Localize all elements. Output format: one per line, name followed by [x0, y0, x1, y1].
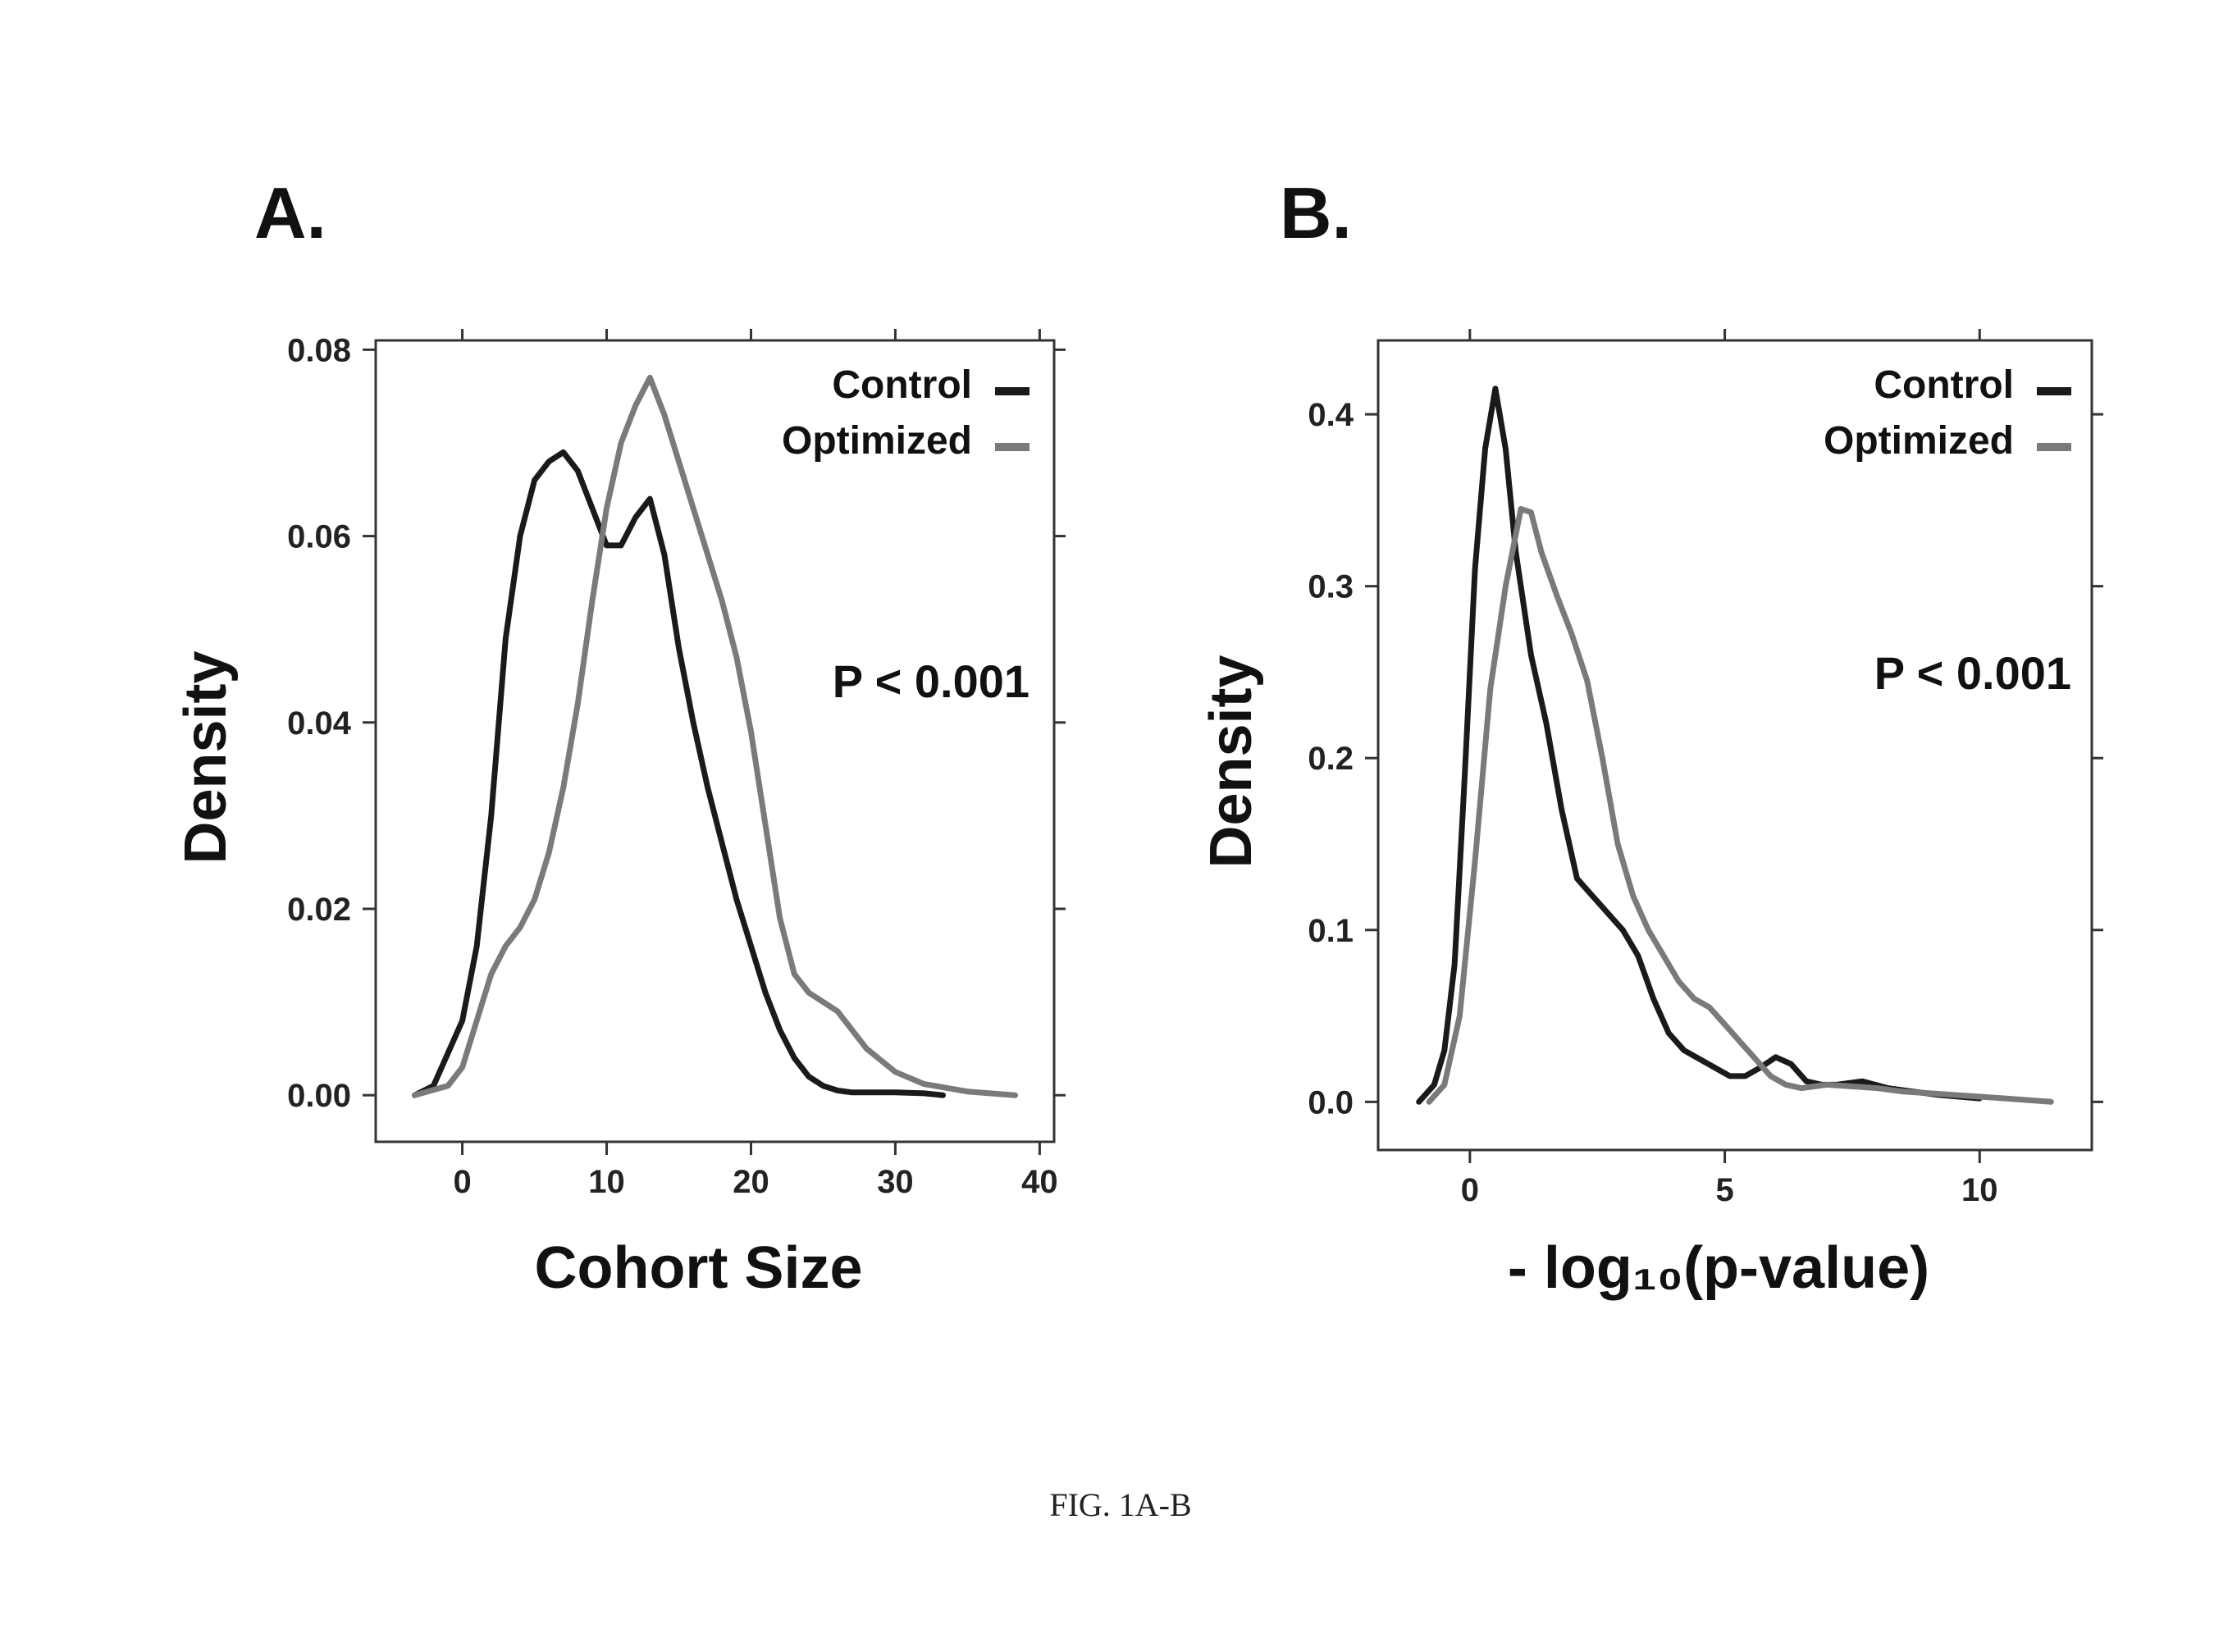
- legend-label: Control: [1874, 363, 2014, 407]
- chart-a: A. 0 10 20 30 40 0.00 0.02 0.04 0.06 0.08 Cohort Si…: [173, 172, 1066, 1301]
- y-tick-label: 0.08: [287, 332, 351, 368]
- x-tick-label: 0: [1461, 1172, 1479, 1208]
- y-tick-label: 0.2: [1308, 741, 1354, 777]
- plot-frame: [1376, 339, 2093, 1152]
- figure-caption: FIG. 1A-B: [1049, 1486, 1191, 1523]
- x-tick-label: 0: [453, 1164, 471, 1200]
- x-tick-label: 5: [1715, 1172, 1733, 1208]
- y-tick-label: 0.00: [287, 1078, 351, 1114]
- y-tick-label: 0.1: [1308, 913, 1354, 949]
- panel-label: B.: [1280, 172, 1352, 253]
- y-tick-label: 0.06: [287, 519, 351, 555]
- y-tick-label: 0.3: [1308, 569, 1354, 605]
- legend-label: Optimized: [782, 419, 972, 463]
- p-value-annotation: P < 0.001: [833, 655, 1029, 707]
- series-line-optimized: [412, 374, 1018, 1098]
- legend-label: Optimized: [1824, 419, 2014, 463]
- y-tick-label: 0.4: [1308, 397, 1354, 433]
- x-tick-label: 10: [1961, 1172, 1998, 1208]
- y-tick-label: 0.04: [287, 705, 352, 742]
- series-line-optimized: [1426, 505, 2054, 1105]
- panel-label: A.: [254, 172, 326, 253]
- y-tick-label: 0.02: [287, 892, 351, 928]
- x-axis-title: Cohort Size: [534, 1235, 862, 1301]
- y-tick-label: 0.0: [1308, 1084, 1354, 1120]
- y-axis-title: Density: [1198, 655, 1264, 868]
- legend-label: Control: [832, 363, 972, 407]
- x-tick-label: 30: [877, 1164, 914, 1200]
- plot-frame: [374, 339, 1056, 1143]
- chart-b: B. 0 5 10 0.0 0.1 0.2 0.3 0.4 - log₁₀(p-value) Den…: [1198, 172, 2103, 1301]
- x-axis-title: - log₁₀(p-value): [1508, 1235, 1929, 1301]
- x-tick-label: 20: [733, 1164, 769, 1200]
- x-tick-label: 10: [588, 1164, 625, 1200]
- y-axis-title: Density: [173, 650, 239, 864]
- series-line-control: [412, 449, 946, 1098]
- x-tick-label: 40: [1021, 1164, 1058, 1200]
- p-value-annotation: P < 0.001: [1874, 647, 2071, 699]
